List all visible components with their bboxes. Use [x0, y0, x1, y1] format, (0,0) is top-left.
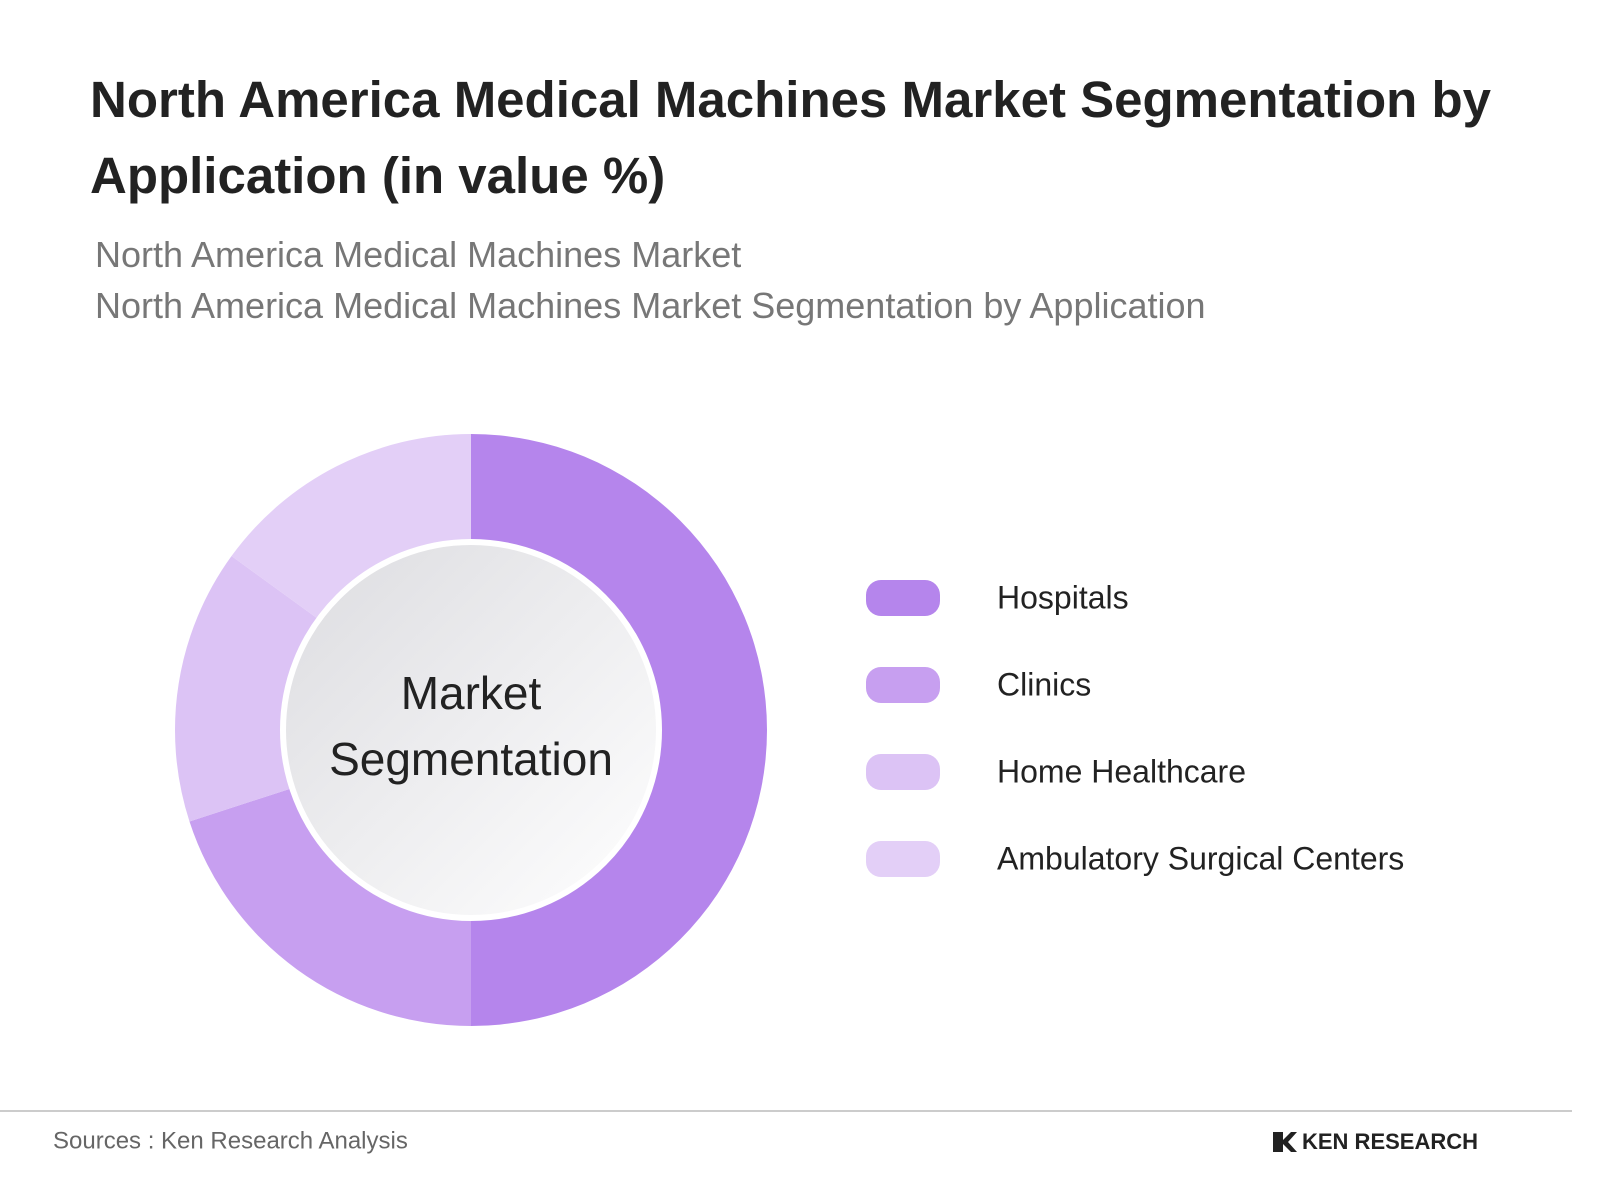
center-circle [280, 539, 662, 921]
wedge [471, 434, 767, 1026]
legend-swatch [866, 841, 940, 877]
legend-label: Ambulatory Surgical Centers [997, 840, 1404, 876]
legend-label: Hospitals [997, 579, 1129, 615]
subtitle: North America Medical Machines Market [95, 234, 742, 275]
source: Sources : Ken Research Analysis [53, 1127, 408, 1154]
logo: KEN RESEARCH [1302, 1129, 1478, 1154]
legend-label: Clinics [997, 666, 1091, 702]
logo-icon [1273, 1132, 1297, 1152]
wedge [231, 434, 471, 620]
legend-swatch [866, 667, 940, 703]
title: North America Medical Machines Market Se… [90, 71, 1491, 204]
legend-swatch [866, 754, 940, 790]
legend-label: Home Healthcare [997, 753, 1246, 789]
legend-swatch [866, 580, 940, 616]
wedge [189, 788, 471, 1026]
subtitle: North America Medical Machines Market Se… [95, 285, 1206, 326]
center-label: Market Segmentation [329, 667, 613, 785]
